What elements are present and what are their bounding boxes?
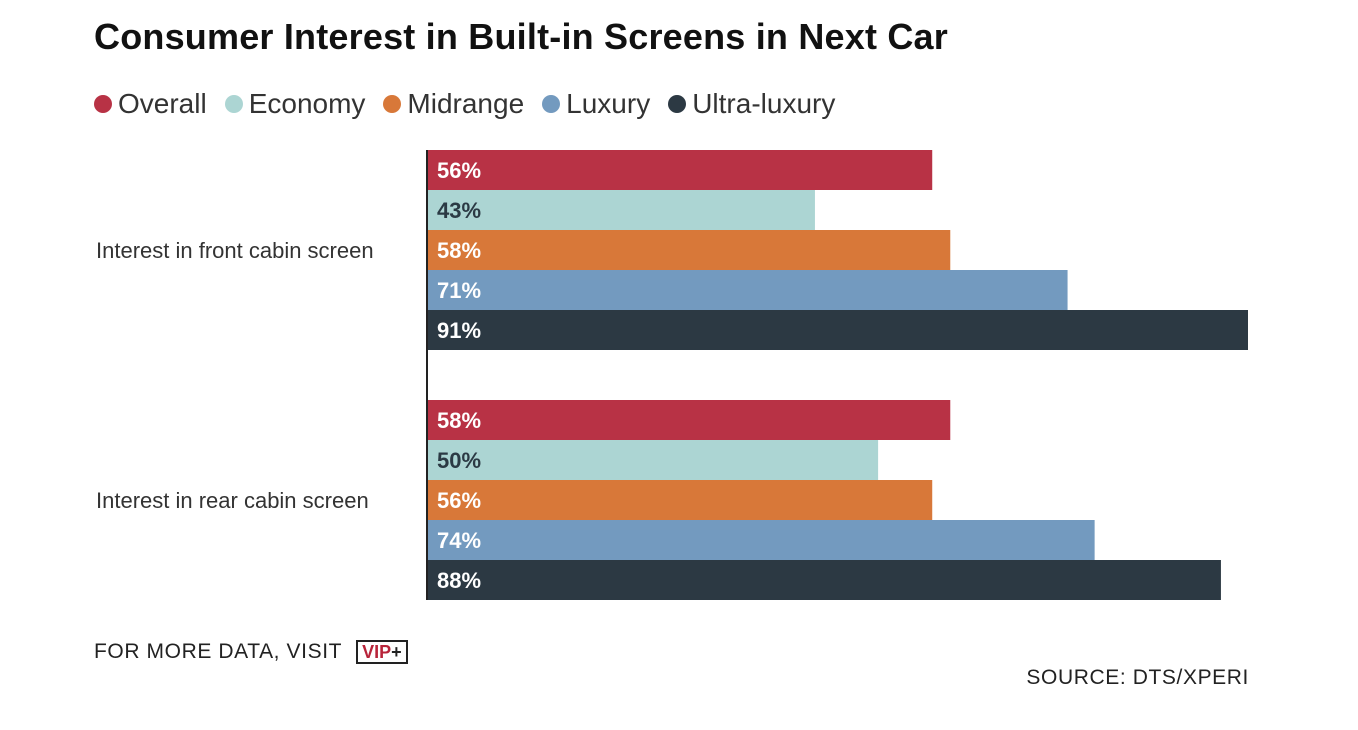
category-label-1: Interest in rear cabin screen [96,488,369,513]
source-note: SOURCE: DTS/XPERI [1026,666,1249,689]
legend-item-luxury: Luxury [542,88,650,120]
bar-overall-0 [427,150,933,190]
data-label-ultra-luxury-0: 91% [437,318,481,343]
legend-label-overall: Overall [118,88,207,119]
chart-title: Consumer Interest in Built-in Screens in… [94,16,948,57]
bar-overall-1 [427,400,951,440]
legend-item-ultra-luxury: Ultra-luxury [668,88,835,120]
legend-dot-economy [224,95,243,113]
legend-item-midrange: Midrange [383,88,524,120]
data-label-midrange-1: 56% [437,488,481,513]
bar-luxury-0 [427,270,1068,310]
legend-label-luxury: Luxury [566,88,651,119]
legend-dot-luxury [542,95,561,113]
data-label-overall-0: 56% [437,158,481,183]
data-label-luxury-1: 74% [437,528,481,553]
vip-logo-text: VIP [362,642,392,662]
data-label-luxury-0: 71% [437,278,481,303]
plus-logo-text: + [391,642,402,662]
footer-more-data: FOR MORE DATA, VISIT VIP + [94,640,408,664]
category-label-0: Interest in front cabin screen [96,238,374,263]
more-data-text: FOR MORE DATA, VISIT [94,640,343,663]
bar-midrange-1 [427,480,933,520]
legend-dot-overall [94,95,112,113]
bar-ultra-luxury-0 [427,310,1248,350]
bar-economy-1 [427,440,879,480]
bar-midrange-0 [427,230,951,270]
data-label-economy-0: 43% [437,198,481,223]
bar-ultra-luxury-1 [427,560,1221,600]
legend-dot-midrange [383,95,402,113]
legend-dot-ultra-luxury [668,95,687,113]
legend-label-economy: Economy [248,88,366,119]
data-label-economy-1: 50% [437,448,481,473]
data-label-overall-1: 58% [437,408,481,433]
bar-economy-0 [427,190,815,230]
legend-label-ultra-luxury: Ultra-luxury [692,88,836,119]
legend: Overall Economy Midrange Luxury Ultra-lu… [94,88,853,120]
data-label-ultra-luxury-1: 88% [437,568,481,593]
vip-plus-logo[interactable]: VIP + [356,640,408,664]
bar-luxury-1 [427,520,1095,560]
data-label-midrange-0: 58% [437,238,481,263]
legend-item-economy: Economy [224,88,366,120]
legend-item-overall: Overall [94,88,207,120]
legend-label-midrange: Midrange [407,88,525,119]
